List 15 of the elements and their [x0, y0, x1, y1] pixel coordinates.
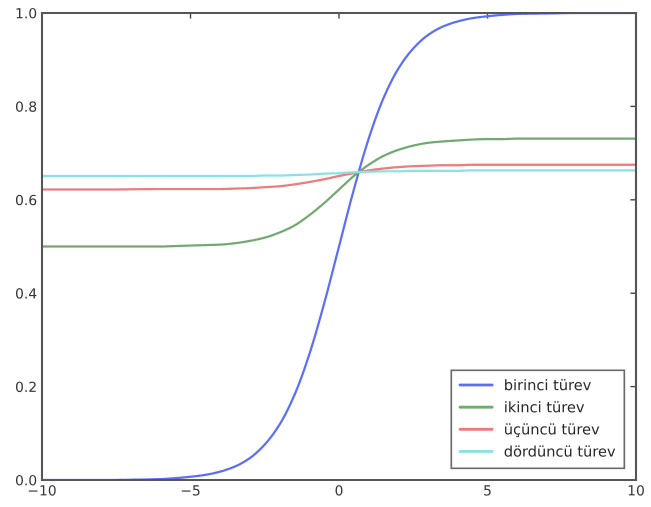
y-tick-label: 0.6: [16, 194, 36, 206]
y-tick-label: 0.4: [16, 288, 36, 299]
legend-label: ikinci türev: [505, 401, 584, 412]
x-tick-label: 10: [628, 485, 644, 496]
y-tick-label: 1.0: [16, 8, 36, 18]
x-tick-label: −5: [182, 485, 200, 496]
y-tick-label: 0.0: [16, 474, 36, 486]
y-tick-label: 0.8: [16, 101, 36, 112]
legend-label: dördüncü türev: [504, 445, 616, 457]
y-tick-label: 0.2: [16, 382, 36, 392]
x-tick-label: −10: [28, 485, 56, 496]
legend-label: üçüncü türev: [505, 423, 600, 438]
legend-label: birinci türev: [505, 379, 591, 390]
x-tick-label: 5: [484, 485, 491, 496]
x-tick-label: 0: [335, 485, 342, 496]
